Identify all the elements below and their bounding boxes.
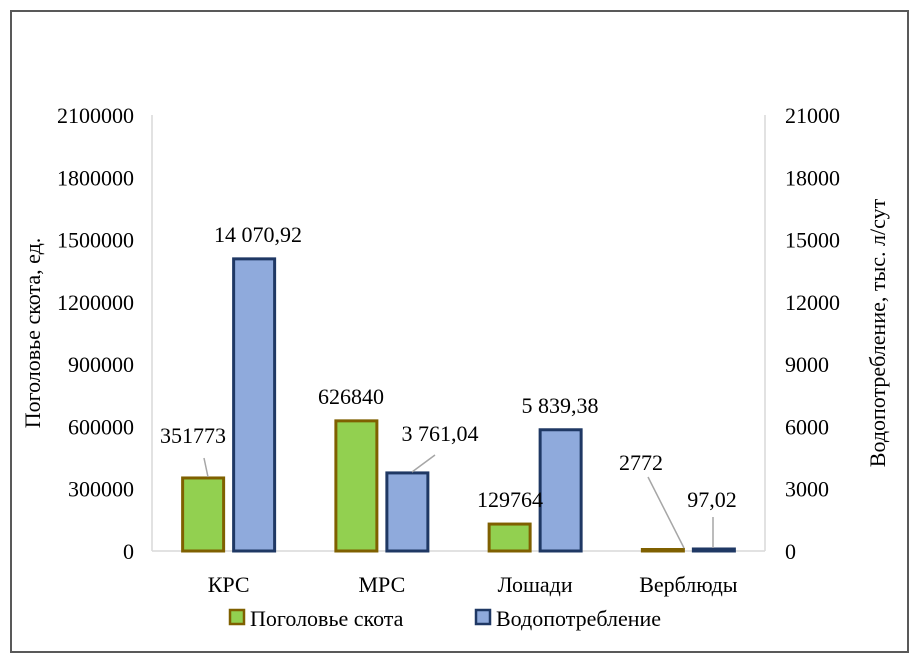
right-tick-label: 0 (785, 539, 796, 564)
bar-livestock (181, 476, 226, 553)
left-tick-label: 2100000 (57, 103, 134, 128)
data-label: 2772 (619, 450, 663, 475)
bar-livestock (640, 548, 685, 553)
left-tick-label: 1500000 (57, 228, 134, 253)
right-tick-label: 15000 (785, 228, 840, 253)
legend-item-livestock-label: Поголовье скота (250, 606, 404, 631)
bar-water (385, 471, 430, 553)
data-label: 351773 (160, 423, 226, 448)
data-label: 97,02 (687, 487, 737, 512)
leader-line (647, 476, 685, 549)
bar-water (538, 428, 583, 553)
bar-water (232, 257, 277, 553)
left-tick-label: 900000 (68, 352, 134, 377)
legend-item-livestock-swatch (228, 608, 246, 626)
data-label: 626840 (318, 384, 384, 409)
leader-line (203, 457, 209, 478)
leader-line (411, 454, 436, 473)
left-tick-label: 1800000 (57, 165, 134, 190)
legend-item-water-swatch (474, 608, 492, 626)
x-category-label: Лошади (498, 572, 573, 597)
bar-livestock (334, 419, 379, 553)
right-tick-label: 3000 (785, 477, 829, 502)
right-tick-label: 12000 (785, 290, 840, 315)
left-tick-label: 300000 (68, 477, 134, 502)
chart-frame (10, 10, 909, 653)
x-category-label: Верблюды (639, 572, 738, 597)
legend-item-water-label: Водопотребление (496, 606, 661, 631)
right-tick-label: 18000 (785, 165, 840, 190)
left-tick-label: 1200000 (57, 290, 134, 315)
right-tick-label: 9000 (785, 352, 829, 377)
x-category-label: МРС (359, 572, 406, 597)
right-tick-label: 21000 (785, 103, 840, 128)
left-axis-title: Поголовье скота, ед. (20, 238, 45, 429)
left-tick-label: 600000 (68, 414, 134, 439)
x-category-label: КРС (208, 572, 250, 597)
bar-livestock (487, 522, 532, 553)
data-label: 129764 (477, 487, 543, 512)
right-axis-title: Водопотребление, тыс. л/сут (865, 198, 890, 467)
data-label: 3 761,04 (402, 421, 479, 446)
right-tick-label: 6000 (785, 414, 829, 439)
bar-water (691, 547, 736, 553)
data-label: 5 839,38 (522, 393, 599, 418)
left-tick-label: 0 (123, 539, 134, 564)
data-label: 14 070,92 (214, 222, 302, 247)
